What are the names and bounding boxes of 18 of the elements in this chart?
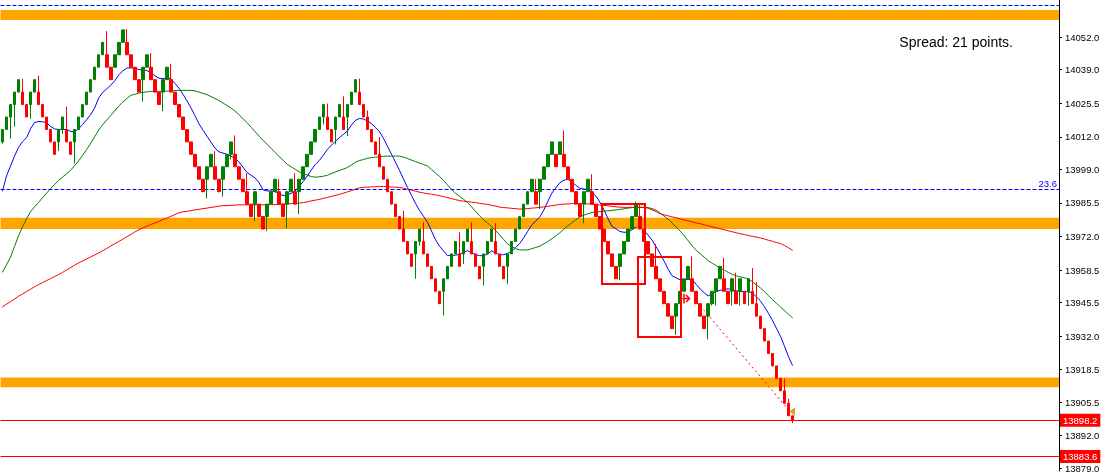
- y-tick-label: 13892.0: [1065, 430, 1100, 442]
- y-tick-label: 13999.0: [1065, 163, 1100, 175]
- y-tick-label: 14052.0: [1065, 31, 1100, 43]
- y-tick-label: 13879.0: [1065, 462, 1100, 473]
- y-tick-label: 13945.5: [1065, 296, 1100, 308]
- ref-line-label: 13898.2: [1063, 414, 1098, 426]
- text: Spread: 21 points.: [899, 34, 1014, 50]
- ref-line-label: 13883.6: [1063, 451, 1098, 463]
- y-tick-label: 13972.0: [1065, 230, 1100, 242]
- y-tick-label: 13985.5: [1065, 197, 1100, 209]
- y-tick-label: 14012.0: [1065, 131, 1100, 143]
- y-tick-label: 14025.5: [1065, 97, 1100, 109]
- y-tick-label: 13918.5: [1065, 364, 1100, 376]
- y-tick-label: 13958.5: [1065, 264, 1100, 276]
- annotation: 23.6: [1038, 177, 1057, 189]
- y-tick-label: 14039.0: [1065, 64, 1100, 76]
- y-tick-label: 13905.5: [1065, 396, 1100, 408]
- y-tick-label: 13932.0: [1065, 330, 1100, 342]
